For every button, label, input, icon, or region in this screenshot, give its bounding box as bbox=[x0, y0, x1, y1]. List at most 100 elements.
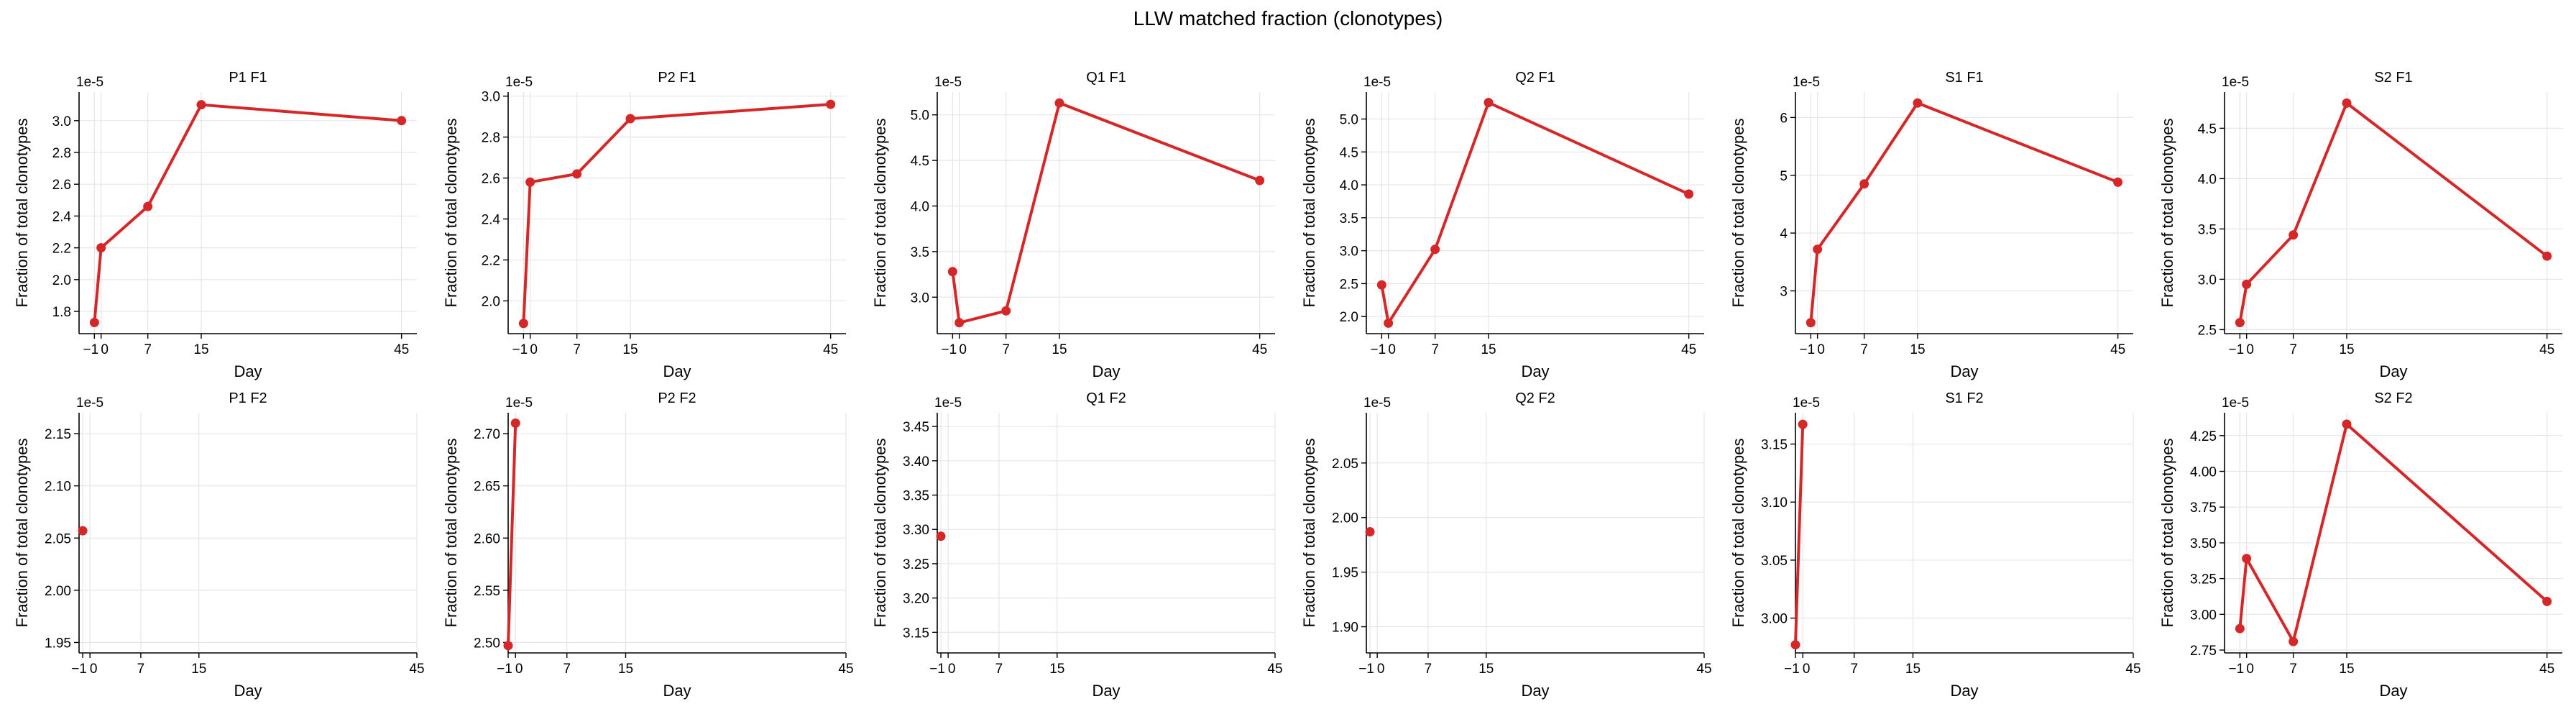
data-point bbox=[1365, 526, 1375, 536]
y-tick-label: 3.5 bbox=[911, 245, 929, 260]
y-tick-label: 3.30 bbox=[903, 523, 929, 538]
x-tick-label: −1 bbox=[2229, 662, 2245, 677]
x-tick-label: 45 bbox=[2125, 662, 2140, 677]
y-tick-label: 3.0 bbox=[911, 291, 929, 306]
x-tick-label: 0 bbox=[2246, 662, 2254, 677]
y-tick-label: 2.8 bbox=[52, 146, 71, 161]
y-axis-label: Fraction of total clonotypes bbox=[1300, 439, 1318, 628]
data-point bbox=[625, 114, 635, 124]
x-tick-label: 45 bbox=[409, 662, 424, 677]
x-tick-label: −1 bbox=[1358, 662, 1374, 677]
panel-p1-f1: −1 0 7 15 45 1.8 2.0 2.2 2.4 2.6 2.8 3.0 1e-5 P1 F1 Da… bbox=[13, 70, 417, 380]
data-point bbox=[2542, 596, 2552, 606]
x-axis-label: Day bbox=[234, 362, 262, 380]
y-tick-label: 2.55 bbox=[474, 584, 500, 599]
y-tick-label: 4.5 bbox=[1340, 145, 1358, 160]
y-tick-label: 2.8 bbox=[482, 131, 500, 146]
data-point bbox=[510, 418, 520, 429]
panel-q2-f1: −1 0 7 15 45 2.0 2.5 3.0 3.5 4.0 4.5 5.0 1e-5 Q2 F1 Da… bbox=[1300, 70, 1704, 380]
y-tick-label: 2.60 bbox=[474, 531, 500, 546]
data-point bbox=[2242, 279, 2252, 289]
y-offset-label: 1e-5 bbox=[1363, 395, 1391, 411]
y-tick-label: 3.35 bbox=[903, 489, 929, 504]
y-tick-label: 2.50 bbox=[474, 636, 500, 651]
y-axis-label: Fraction of total clonotypes bbox=[1300, 119, 1318, 308]
x-tick-label: 0 bbox=[2246, 342, 2254, 357]
data-point bbox=[572, 169, 582, 179]
data-point bbox=[143, 201, 153, 211]
y-axis-label: Fraction of total clonotypes bbox=[1729, 119, 1747, 308]
x-tick-label: 0 bbox=[948, 662, 956, 677]
series-line bbox=[93, 103, 402, 323]
data-point bbox=[2342, 419, 2352, 429]
panel-p2-f2: −1 0 7 15 45 2.50 2.55 2.60 2.65 2.70 1e-5 P2 F2 Day… bbox=[442, 390, 854, 700]
x-tick-label: 15 bbox=[2339, 342, 2354, 357]
x-tick-label: 7 bbox=[563, 662, 571, 677]
data-point bbox=[2113, 177, 2123, 187]
x-tick-label: −1 bbox=[71, 662, 87, 677]
y-tick-label: 3.45 bbox=[903, 420, 929, 435]
x-tick-label: 0 bbox=[1377, 662, 1385, 677]
data-point bbox=[2542, 251, 2552, 261]
x-tick-label: −1 bbox=[83, 342, 99, 357]
x-tick-label: 7 bbox=[1850, 662, 1858, 677]
panel-q1-f1: −1 0 7 15 45 3.0 3.5 4.0 4.5 5.0 1e-5 Q1 F1 Day Fract… bbox=[871, 70, 1275, 380]
x-axis-label: Day bbox=[1521, 682, 1549, 700]
x-tick-label: −1 bbox=[942, 342, 957, 357]
panel-p1-f2: −1 0 7 15 45 1.95 2.00 2.05 2.10 2.15 1e-5 P1 F2 Day… bbox=[13, 390, 425, 700]
x-tick-label: 7 bbox=[144, 342, 152, 357]
panel-title: Q1 F1 bbox=[1086, 70, 1126, 86]
y-axis-label: Fraction of total clonotypes bbox=[13, 119, 31, 308]
data-point bbox=[1054, 98, 1064, 108]
x-axis-label: Day bbox=[663, 362, 691, 380]
panel-q2-f2: −1 0 7 15 45 1.90 1.95 2.00 2.05 1e-5 Q2 F2 Day Frac… bbox=[1300, 390, 1712, 700]
y-tick-label: 3.5 bbox=[1340, 211, 1358, 227]
x-tick-label: −1 bbox=[1371, 342, 1386, 357]
x-tick-label: 7 bbox=[1425, 662, 1432, 677]
x-tick-label: 7 bbox=[1431, 342, 1439, 357]
x-axis-label: Day bbox=[234, 682, 262, 700]
x-tick-label: 45 bbox=[838, 662, 853, 677]
data-point bbox=[1384, 318, 1394, 328]
figure-title: LLW matched fraction (clonotypes) bbox=[1133, 7, 1443, 29]
y-axis-label: Fraction of total clonotypes bbox=[2158, 439, 2176, 628]
y-tick-label: 3.25 bbox=[903, 557, 929, 572]
x-tick-label: 15 bbox=[1052, 342, 1067, 357]
y-tick-label: 3.40 bbox=[903, 454, 929, 470]
y-tick-label: 4.0 bbox=[2198, 172, 2217, 187]
y-tick-label: 3.75 bbox=[2190, 500, 2217, 516]
y-tick-label: 3.50 bbox=[2190, 536, 2217, 552]
x-tick-label: −1 bbox=[1800, 342, 1816, 357]
data-point bbox=[947, 267, 957, 277]
data-point bbox=[2242, 554, 2252, 564]
x-axis-label: Day bbox=[2379, 362, 2407, 380]
y-tick-label: 2.6 bbox=[482, 172, 500, 187]
x-tick-label: 0 bbox=[90, 662, 98, 677]
y-offset-label: 1e-5 bbox=[934, 75, 962, 90]
y-axis-label: Fraction of total clonotypes bbox=[442, 119, 460, 308]
y-tick-label: 3.10 bbox=[1761, 495, 1788, 511]
data-point bbox=[1430, 244, 1440, 255]
panel-title: Q2 F1 bbox=[1515, 70, 1555, 86]
panel-title: P2 F2 bbox=[658, 390, 696, 406]
y-tick-label: 3.5 bbox=[2198, 222, 2217, 237]
series-line bbox=[1794, 424, 1805, 645]
x-axis-label: Day bbox=[1950, 682, 1978, 700]
x-axis-label: Day bbox=[1950, 362, 1978, 380]
x-tick-label: −1 bbox=[512, 342, 528, 357]
panel-s2-f1: −1 0 7 15 45 2.5 3.0 3.5 4.0 4.5 1e-5 S2 F1 Day Fract… bbox=[2158, 70, 2562, 380]
y-tick-label: 3 bbox=[1780, 285, 1788, 300]
y-tick-label: 4.25 bbox=[2190, 429, 2217, 444]
data-point bbox=[78, 526, 88, 536]
y-tick-label: 4 bbox=[1780, 227, 1788, 242]
series-line bbox=[2238, 101, 2548, 323]
data-point bbox=[954, 318, 965, 328]
data-point bbox=[1484, 98, 1494, 108]
x-tick-label: −1 bbox=[2229, 342, 2245, 357]
y-tick-label: 4.5 bbox=[2198, 122, 2217, 137]
x-tick-label: 7 bbox=[1860, 342, 1868, 357]
x-tick-label: 45 bbox=[1696, 662, 1711, 677]
y-tick-label: 5.0 bbox=[911, 109, 929, 124]
y-offset-label: 1e-5 bbox=[76, 395, 104, 411]
